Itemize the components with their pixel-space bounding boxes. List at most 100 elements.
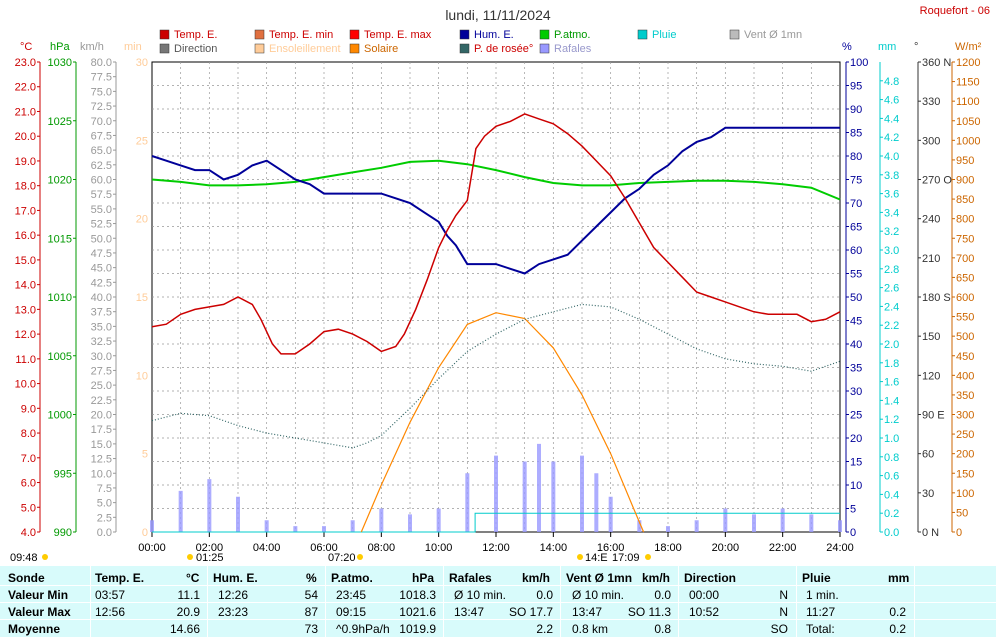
stats-header-dir: Direction xyxy=(684,571,737,585)
rain-axis-tick-label: 4.0 xyxy=(884,151,899,163)
sun-axis-tick-label: 25 xyxy=(136,135,148,147)
stats-cell-r-time: Total: xyxy=(806,622,835,636)
rain-axis-tick-label: 4.6 xyxy=(884,95,899,107)
x-tick-label: 10:00 xyxy=(425,542,453,554)
legend-swatch xyxy=(539,29,550,40)
gust-bar xyxy=(522,461,527,532)
legend-label: Pluie xyxy=(652,29,676,41)
legend-swatch xyxy=(459,29,470,40)
wind-axis-tick-label: 72.5 xyxy=(91,101,112,113)
wind-axis-tick-label: 7.5 xyxy=(97,483,112,495)
wind-axis-tick-label: 5.0 xyxy=(97,498,112,510)
rain-axis-tick-label: 3.4 xyxy=(884,207,899,219)
direction-axis-tick-label: 90 E xyxy=(922,410,945,422)
rain-axis-tick-label: 1.6 xyxy=(884,377,899,389)
temp-axis-tick-label: 9.0 xyxy=(21,403,36,415)
solar-axis-tick-label: 500 xyxy=(956,331,974,343)
solar-axis-tick-label: 50 xyxy=(956,507,968,519)
gust-bar xyxy=(608,496,613,532)
stats-cell-h-val: 87 xyxy=(304,605,318,619)
station-name: Roquefort - 06 xyxy=(920,5,990,17)
wind-axis-tick-label: 70.0 xyxy=(91,116,112,128)
wind-axis-tick-label: 0.0 xyxy=(97,527,112,539)
gust-bar xyxy=(293,526,298,532)
temp-axis-tick-label: 17.0 xyxy=(15,205,36,217)
stats-cell-d-time: 10:52 xyxy=(689,605,720,619)
humidity-axis-tick-label: 40 xyxy=(850,339,862,351)
solar-axis-tick-label: 1050 xyxy=(956,116,980,128)
legend-label: P. de rosée° xyxy=(474,43,533,55)
gust-bar xyxy=(838,520,842,532)
stats-cell-g-val: 0.0 xyxy=(536,588,553,602)
chart-title: lundi, 11/11/2024 xyxy=(445,7,551,23)
solar-axis-tick-label: 650 xyxy=(956,272,974,284)
wind-axis-tick-label: 30.0 xyxy=(91,351,112,363)
gust-bar xyxy=(494,455,498,532)
legend-swatch xyxy=(729,29,740,40)
temp-axis-tick-label: 15.0 xyxy=(15,255,36,267)
wind-axis-tick-label: 17.5 xyxy=(91,424,112,436)
legend-label: Temp. E. xyxy=(174,29,217,41)
sun-axis-tick-label: 15 xyxy=(136,292,148,304)
legend-swatch xyxy=(254,29,265,40)
time-marker-dot xyxy=(577,554,583,560)
pressure-axis-tick-label: 1000 xyxy=(48,410,72,422)
direction-axis-tick-label: 360 N xyxy=(922,57,951,69)
stats-header-wind: Vent Ø 1mn xyxy=(566,571,633,585)
stats-cell-t-val: 14.66 xyxy=(169,622,200,636)
temp-axis-tick-label: 8.0 xyxy=(21,428,36,440)
gust-bar xyxy=(551,461,556,532)
pressure-axis-tick-label: 1025 xyxy=(48,116,72,128)
gust-bar xyxy=(465,473,470,532)
legend-swatch xyxy=(637,29,648,40)
rain-axis-tick-label: 0.2 xyxy=(884,508,899,520)
solar-axis-tick-label: 1000 xyxy=(956,135,980,147)
wind-axis-tick-label: 20.0 xyxy=(91,410,112,422)
rain-axis-tick-label: 3.8 xyxy=(884,170,899,182)
humidity-axis-tick-label: 85 xyxy=(850,128,862,140)
rain-axis-tick-label: 3.6 xyxy=(884,189,899,201)
stats-cell-w-val: SO 11.3 xyxy=(627,605,671,619)
sun-axis-tick-label: 30 xyxy=(136,57,148,69)
stats-cell-r-val: 0.2 xyxy=(889,622,906,636)
solar-axis-tick-label: 550 xyxy=(956,312,974,324)
stats-cell-p-time: ^0.9hPa/h xyxy=(336,622,390,636)
solar-axis-tick-label: 950 xyxy=(956,155,974,167)
solar-axis-tick-label: 0 xyxy=(956,527,962,539)
humidity-axis-tick-label: 95 xyxy=(850,81,862,93)
stats-header-wind-unit: km/h xyxy=(642,571,671,585)
solar-axis-tick-label: 1200 xyxy=(956,57,980,69)
x-tick-label: 02:00 xyxy=(196,542,224,554)
pressure-axis-tick-label: 990 xyxy=(54,527,72,539)
sun-axis-tick-label: 10 xyxy=(136,370,148,382)
wind-axis-tick-label: 65.0 xyxy=(91,145,112,157)
sun-axis-tick-label: 5 xyxy=(142,449,148,461)
humidity-axis-tick-label: 50 xyxy=(850,292,862,304)
solar-axis-tick-label: 150 xyxy=(956,468,974,480)
stats-cell-r-time: 11:27 xyxy=(806,605,836,619)
wind-axis-tick-label: 52.5 xyxy=(91,219,112,231)
stats-header-rain: Pluie xyxy=(802,571,831,585)
humidity-axis-tick-label: 15 xyxy=(850,457,862,469)
temp-axis-tick-label: 6.0 xyxy=(21,478,36,490)
x-tick-label: 22:00 xyxy=(769,542,797,554)
wind-axis-tick-label: 15.0 xyxy=(91,439,112,451)
solar-axis-tick-label: 300 xyxy=(956,410,974,422)
solar-line xyxy=(360,312,645,533)
rain-axis-tick-label: 0.0 xyxy=(884,527,899,539)
direction-axis-tick-label: 240 xyxy=(922,214,940,226)
stats-cell-t-time: 12:56 xyxy=(95,605,126,619)
direction-axis-tick-label: 330 xyxy=(922,96,940,108)
temp-axis-tick-label: 18.0 xyxy=(15,181,36,193)
gust-bar xyxy=(379,508,384,532)
gust-bar xyxy=(537,443,541,532)
time-marker-dot xyxy=(42,554,48,560)
solar-axis-tick-label: 800 xyxy=(956,214,974,226)
humidity-axis-tick-label: 60 xyxy=(850,245,862,257)
x-tick-label: 20:00 xyxy=(712,542,740,554)
temp-axis-tick-label: 13.0 xyxy=(15,304,36,316)
gust-bar xyxy=(408,514,412,532)
gust-bar xyxy=(580,455,584,532)
gust-bar xyxy=(694,520,699,532)
solar-axis-tick-label: 850 xyxy=(956,194,974,206)
